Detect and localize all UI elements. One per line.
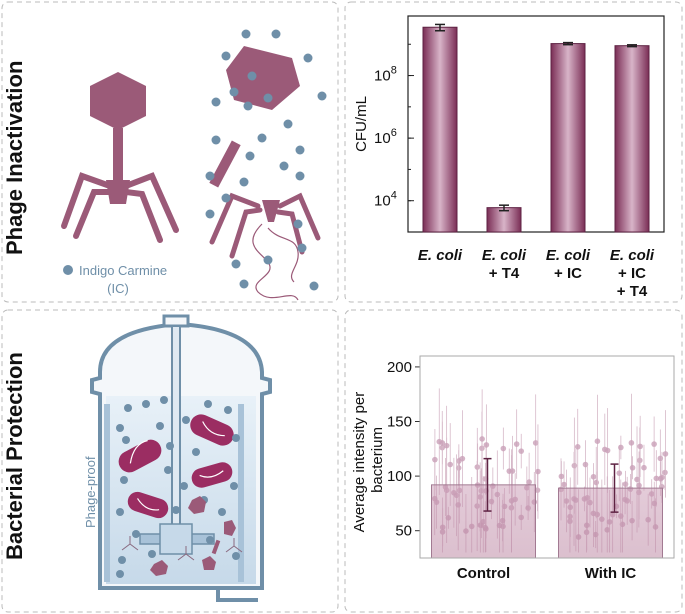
intensity-point: [662, 469, 668, 476]
intensity-point: [634, 476, 640, 483]
intensity-point: [447, 461, 454, 468]
broken-phage-icon: [209, 46, 321, 301]
panel-top-right-border: [344, 1, 683, 303]
intensity-category-label: Control: [457, 565, 510, 582]
panel-bottom-right-border: [344, 309, 683, 613]
intensity-point: [594, 438, 601, 445]
ic-legend: Indigo Carmine (IC): [63, 263, 167, 296]
intensity-point: [641, 464, 647, 471]
cfu-category-label: + T4: [489, 265, 520, 282]
intensity-point: [593, 479, 600, 486]
intensity-point: [582, 461, 589, 468]
intensity-point: [506, 468, 513, 474]
phage-fragments: [121, 496, 243, 576]
ic-legend-label: Indigo Carmine: [79, 263, 167, 278]
intensity-point: [513, 441, 520, 447]
intensity-point: [601, 446, 608, 453]
bacterium: [190, 414, 234, 446]
intensity-y-axis-label: Average intensity per bacterium: [351, 388, 386, 533]
bacterium: [118, 439, 162, 473]
intensity-point: [518, 448, 525, 454]
intensity-point: [532, 440, 539, 446]
intensity-point: [628, 440, 635, 446]
phage-icon: [61, 72, 179, 243]
bioreactor-vessel: Phage-proof: [83, 314, 272, 602]
intensity-y-tick-label: 200: [387, 359, 412, 376]
intensity-point: [629, 464, 636, 471]
intensity-y-axis-label-line2: bacterium: [369, 427, 386, 493]
vessel-ic-molecules: [116, 396, 240, 578]
intensity-point: [432, 456, 438, 463]
cfu-category-label: E. coli: [482, 247, 527, 264]
intensity-point: [459, 455, 466, 462]
intensity-point: [662, 451, 669, 457]
intensity-y-axis-label-line1: Average intensity per: [351, 392, 368, 533]
cfu-category-label: + IC: [554, 265, 582, 282]
intensity-y-tick-label: 100: [387, 468, 412, 485]
ic-legend-abbrev: (IC): [107, 281, 129, 296]
cfu-y-tick-label: 106: [374, 127, 397, 147]
intensity-point: [534, 487, 541, 493]
intensity-point: [558, 473, 565, 480]
intensity-point: [479, 436, 485, 442]
intensity-point: [651, 441, 657, 447]
intensity-point: [443, 442, 450, 449]
intensity-point: [637, 443, 643, 450]
intensity-point: [483, 442, 490, 448]
intensity-point: [526, 479, 532, 485]
cfu-y-tick-label: 104: [374, 190, 397, 210]
intensity-point: [653, 475, 660, 482]
intensity-point: [535, 468, 541, 475]
intensity-point: [657, 475, 664, 482]
intensity-point: [636, 482, 642, 489]
cfu-bar: [550, 43, 586, 233]
intensity-point: [616, 470, 623, 476]
intensity-point: [574, 444, 581, 450]
cfu-y-tick-label: 108: [374, 65, 397, 85]
cfu-category-label: + T4: [617, 283, 648, 300]
cfu-plot-frame: [407, 15, 665, 233]
intensity-point: [618, 444, 624, 451]
intensity-y-tick-label: 50: [395, 523, 412, 540]
cfu-category-label: E. coli: [546, 247, 591, 264]
ic-molecules: [205, 29, 327, 291]
panel-bacterial-protection: Bacterial Protection Phage-proof: [2, 314, 272, 602]
phage-inactivation-title: Phage Inactivation: [2, 61, 27, 255]
bacteria: [118, 414, 234, 519]
bacterium: [191, 462, 233, 488]
ic-legend-dot: [63, 265, 73, 275]
panel-bottom-left-border: [1, 309, 339, 613]
intensity-point: [439, 440, 446, 446]
cfu-bar: [422, 26, 458, 233]
intensity-plot-frame: [419, 355, 675, 559]
panel-phage-inactivation: Phage Inactivation: [2, 29, 327, 301]
cfu-category-label: E. coli: [610, 247, 655, 264]
cfu-y-axis-label: CFU/mL: [353, 96, 370, 152]
panel-top-left-border: [1, 1, 339, 303]
intensity-point: [590, 473, 597, 480]
bacterial-protection-title: Bacterial Protection: [2, 352, 27, 560]
intensity-bar: [558, 487, 663, 559]
intensity-bar: [431, 484, 536, 559]
intensity-chart: Average intensity per bacterium 50 100 150…: [351, 355, 675, 582]
intensity-category-label: With IC: [585, 565, 637, 582]
cfu-category-label: E. coli: [418, 247, 463, 264]
intensity-point: [500, 445, 507, 452]
cfu-bar: [614, 45, 650, 233]
intensity-y-tick-label: 150: [387, 414, 412, 431]
vessel-label: Phage-proof: [83, 456, 98, 528]
cfu-category-label: + IC: [618, 265, 646, 282]
intensity-point: [561, 481, 567, 488]
